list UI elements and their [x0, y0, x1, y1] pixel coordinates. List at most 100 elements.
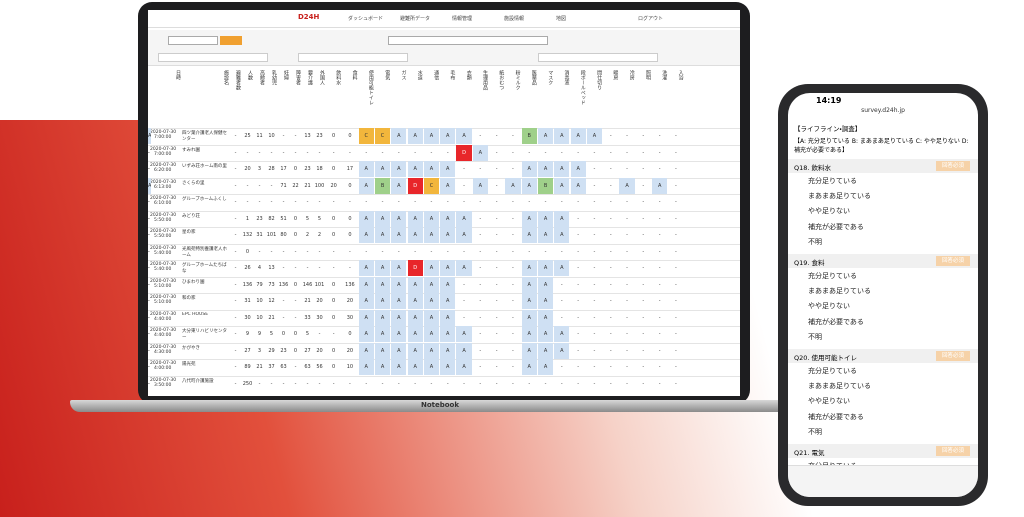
cell: A [374, 293, 391, 309]
cell: A [570, 177, 586, 194]
cell: - [560, 298, 563, 304]
cell: A [358, 326, 374, 342]
option[interactable]: 不明 [808, 332, 822, 341]
top-nav: D24H ダッシュボード 避難所データ 情報管理 施設情報 地図 ログアウト [148, 10, 740, 28]
survey-legend: 【A: 充分足りている B: まあまあ足りている C: やや足りない D: 補充… [794, 138, 969, 154]
cell: - [397, 149, 400, 156]
cell: - [593, 215, 596, 222]
cell: - [148, 232, 150, 238]
cell: 250 [242, 380, 253, 387]
cell: - [318, 265, 321, 271]
cell: - [642, 347, 645, 354]
cell: - [148, 215, 150, 222]
cell: - [577, 364, 580, 370]
question-header: Q20. 使用可能トイレ 回答必須 [788, 349, 978, 363]
cell: - [479, 380, 482, 387]
option[interactable]: 不明 [808, 237, 822, 246]
cell: 82 [268, 215, 275, 222]
cell: A [358, 227, 374, 243]
option[interactable]: 充分足りている [808, 367, 857, 375]
cell: - [675, 281, 677, 288]
option[interactable]: 充分足りている [808, 177, 857, 185]
option[interactable]: やや足りない [808, 397, 850, 406]
cell: A [521, 161, 537, 177]
cell: - [512, 298, 514, 304]
cell: A [423, 260, 440, 276]
date: 2020-07-30 [150, 311, 177, 317]
cell: - [234, 166, 237, 172]
cell: A [554, 260, 570, 276]
cell: A [537, 276, 554, 293]
cell: - [642, 215, 645, 222]
cell: - [495, 347, 498, 354]
date: 2020-07-30 [150, 262, 177, 267]
cell: A [456, 227, 472, 243]
cell: A [521, 210, 537, 227]
cell: A [537, 309, 554, 326]
cell: - [512, 232, 514, 238]
cell: - [560, 314, 563, 321]
column-header: 生理用品 [481, 70, 488, 90]
option[interactable]: やや足りない [808, 207, 850, 216]
select[interactable] [538, 53, 658, 62]
nav-item: 施設情報 [504, 16, 525, 22]
data-table: 日時 施設名 避難者数 人数 高齢者 乳幼児 妊婦 障害者 要介護 外国人 飲料水 食料 使用可能トイレ… [148, 68, 740, 396]
cell: A [440, 359, 456, 375]
cell: - [148, 248, 150, 255]
cell: - [234, 182, 237, 189]
date-input[interactable] [168, 36, 218, 45]
cell: - [560, 281, 563, 288]
column-header: 電気 [384, 70, 391, 80]
cell: - [446, 248, 449, 255]
option[interactable]: やや足りない [808, 302, 850, 311]
cell: - [463, 298, 465, 304]
time: 4:30:00 [154, 349, 172, 355]
cell: 2 [305, 232, 310, 238]
cell: - [675, 215, 677, 222]
cell: - [577, 232, 580, 238]
cell: - [658, 298, 661, 304]
cell: 33 [304, 314, 311, 321]
option[interactable]: まあまあ足りている [808, 382, 871, 391]
row-divider [148, 375, 740, 393]
option[interactable]: 充分足りている [808, 272, 857, 280]
cell: - [675, 248, 677, 255]
cell: - [282, 248, 285, 255]
column-header: 段ボールベッド [579, 70, 586, 105]
cell: A [391, 161, 407, 177]
date: 2020-07-30 [150, 361, 177, 366]
cell: 21 [256, 364, 263, 370]
option[interactable]: 補充が必要である [808, 412, 864, 421]
time: 7:00:00 [154, 135, 172, 140]
cell: A [374, 342, 391, 359]
option[interactable]: まあまあ足りている [808, 287, 871, 296]
cell: - [658, 166, 661, 172]
button[interactable] [220, 36, 242, 45]
cell: - [593, 232, 596, 238]
cell: - [626, 364, 628, 370]
option[interactable]: まあまあ足りている [808, 192, 871, 201]
date-cell: 2020-07-30 4:40:00 [150, 328, 182, 338]
cell: A [440, 342, 456, 359]
date: 2020-07-30 [150, 377, 177, 383]
option[interactable]: 補充が必要である [808, 222, 864, 231]
time: 5:40:00 [154, 267, 172, 272]
cell: A [537, 128, 554, 144]
option[interactable]: 補充が必要である [808, 317, 864, 326]
cell: - [148, 298, 150, 304]
select[interactable] [388, 36, 548, 45]
option[interactable]: 不明 [808, 427, 822, 436]
search-input[interactable] [158, 53, 268, 62]
nav-item: 地図 [556, 16, 567, 22]
date-cell: 2020-07-30 7:00:00 [150, 130, 182, 140]
cell: - [495, 149, 498, 156]
column-header: 高齢者 [259, 70, 265, 85]
cell: - [577, 199, 580, 205]
cell: A [407, 342, 423, 359]
cell: - [414, 199, 417, 205]
cell: - [246, 149, 249, 156]
cell: - [495, 166, 498, 172]
search-input[interactable] [298, 53, 408, 62]
cell: - [148, 281, 150, 288]
cell: - [642, 380, 645, 387]
